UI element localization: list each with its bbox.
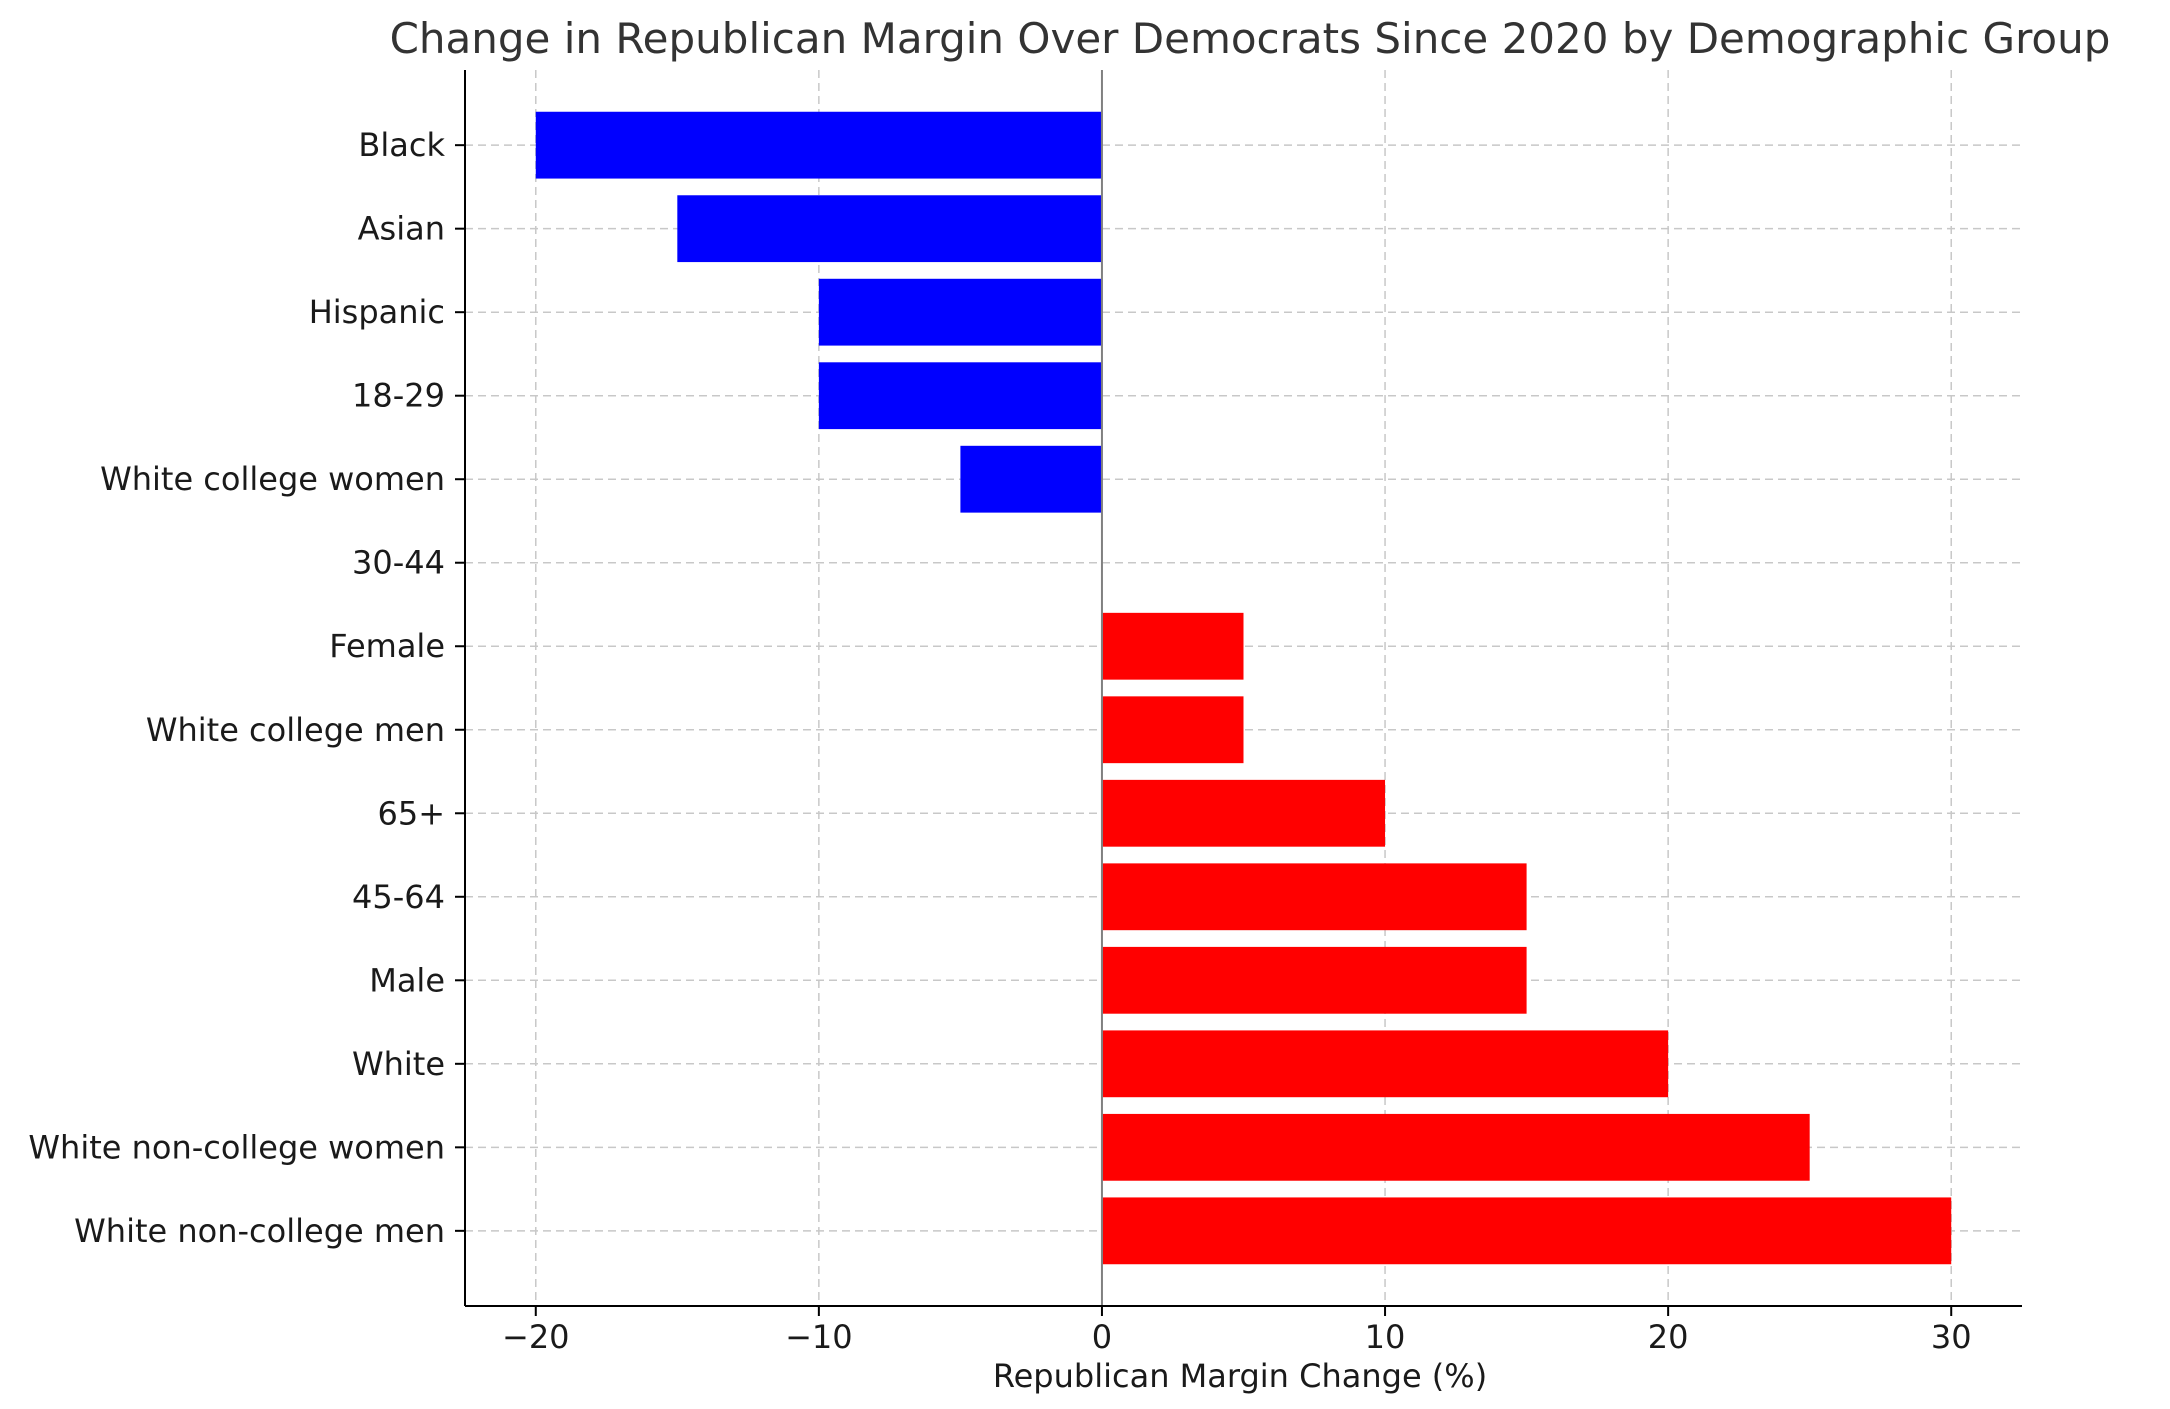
y-tick-label: Hispanic xyxy=(309,293,445,331)
bar xyxy=(677,195,1102,263)
y-tick-label: Asian xyxy=(358,210,445,248)
bar xyxy=(818,362,1102,430)
x-tick-label: 10 xyxy=(1365,1318,1406,1356)
y-tick-label: White xyxy=(352,1045,445,1083)
x-tick-label: −20 xyxy=(502,1318,570,1356)
y-tick-label: 30-44 xyxy=(352,544,445,582)
y-tick-label: Black xyxy=(358,126,445,164)
bar xyxy=(1101,863,1527,931)
bar xyxy=(960,445,1102,513)
y-tick-label: White college men xyxy=(146,711,445,749)
y-ticks: Black Asian Hispanic 18-29 White college wom… xyxy=(28,126,465,1250)
y-tick-label: White college women xyxy=(100,460,445,498)
bar xyxy=(818,278,1102,346)
x-ticks: −20 −10 0 10 20 30 xyxy=(502,1306,1972,1356)
x-tick-label: −10 xyxy=(785,1318,853,1356)
axes-layer xyxy=(464,70,2022,1307)
bar xyxy=(1101,696,1244,764)
bar xyxy=(535,111,1102,179)
chart-title: Change in Republican Margin Over Democra… xyxy=(390,14,2111,63)
bar xyxy=(1101,1030,1669,1098)
bars-layer xyxy=(535,111,1952,1265)
x-tick-label: 30 xyxy=(1931,1318,1972,1356)
y-tick-label: 18-29 xyxy=(352,377,445,415)
y-tick-label: White non-college women xyxy=(28,1128,445,1166)
y-tick-label: White non-college men xyxy=(74,1212,445,1250)
bar xyxy=(1101,946,1527,1014)
y-tick-label: 45-64 xyxy=(352,878,445,916)
y-tick-label: Female xyxy=(329,627,445,665)
bar xyxy=(1101,1197,1952,1265)
bar xyxy=(1101,1113,1810,1181)
x-axis-label: Republican Margin Change (%) xyxy=(993,1357,1487,1395)
x-tick-label: 0 xyxy=(1092,1318,1112,1356)
y-tick-label: 65+ xyxy=(377,794,445,832)
bar xyxy=(1101,779,1386,847)
x-tick-label: 20 xyxy=(1648,1318,1689,1356)
y-tick-label: Male xyxy=(369,961,445,999)
bar xyxy=(1101,612,1244,680)
